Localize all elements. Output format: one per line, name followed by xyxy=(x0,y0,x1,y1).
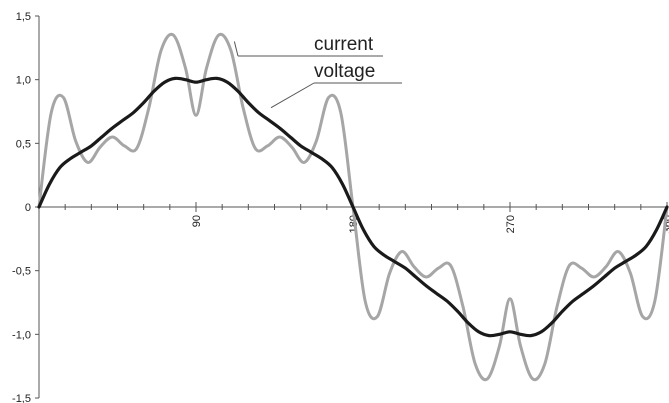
y-tick-label: -1,5 xyxy=(12,393,31,403)
x-tick-label: 270 xyxy=(505,215,517,233)
x-tick-label: 90 xyxy=(191,215,203,227)
annotation-label-voltage: voltage xyxy=(314,61,375,82)
y-tick-label: 1,5 xyxy=(16,11,31,23)
annotation-leader-current xyxy=(234,41,238,56)
y-tick-label: 1,0 xyxy=(16,75,31,87)
y-tick-label: 0 xyxy=(25,202,31,214)
annotation-label-current: current xyxy=(314,34,374,55)
annotation-layer: current voltage xyxy=(234,34,402,108)
y-tick-label: 0,5 xyxy=(16,138,31,150)
y-tick-label: -1,0 xyxy=(12,329,31,341)
y-tick-label: -0,5 xyxy=(12,266,31,278)
annotation-leader-voltage xyxy=(271,83,314,108)
